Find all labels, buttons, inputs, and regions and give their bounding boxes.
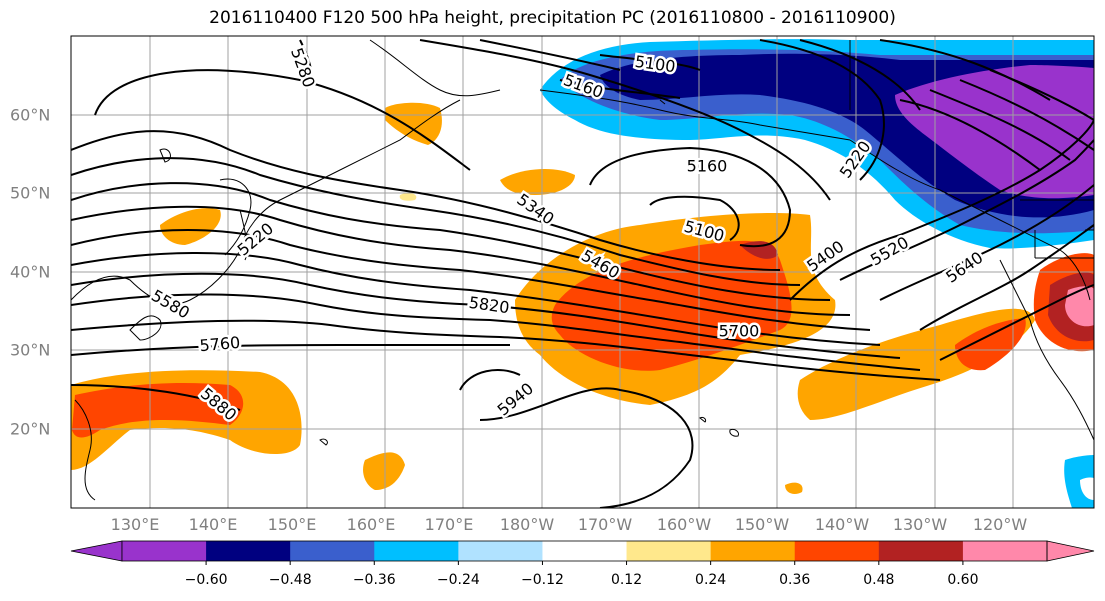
contour-label: 5820 bbox=[468, 293, 511, 317]
longitude-label: 120°W bbox=[972, 515, 1028, 534]
longitude-label: 180°W bbox=[499, 515, 555, 534]
map-frame bbox=[70, 35, 1095, 509]
colorbar bbox=[70, 540, 1095, 565]
colorbar-outline bbox=[121, 540, 1048, 562]
colorbar-tick-label: 0.24 bbox=[695, 572, 727, 588]
colorbar-tick-label: 0.48 bbox=[863, 572, 895, 588]
colorbar-tick-label: 0.60 bbox=[947, 572, 979, 588]
colorbar-arrow-left bbox=[70, 540, 123, 562]
colorbar-tick-label: 0.12 bbox=[610, 572, 643, 588]
longitude-label: 130°W bbox=[892, 515, 948, 534]
contour-label: 5280 bbox=[287, 45, 319, 90]
longitude-label: 140°W bbox=[814, 515, 870, 534]
colorbar-bin bbox=[206, 541, 291, 561]
latitude-label: 30°N bbox=[10, 340, 51, 360]
colorbar-bin bbox=[710, 541, 796, 561]
colorbar-bin bbox=[374, 541, 459, 561]
longitude-label: 160°E bbox=[346, 515, 396, 534]
longitude-label: 170°E bbox=[424, 515, 474, 534]
longitude-label: 160°W bbox=[656, 515, 712, 534]
map-title: 2016110400 F120 500 hPa height, precipit… bbox=[209, 8, 896, 28]
latitude-label: 50°N bbox=[10, 183, 51, 203]
colorbar-bin bbox=[122, 541, 207, 561]
height-contours bbox=[71, 39, 1094, 508]
precip-negative-shading bbox=[540, 39, 1094, 508]
contour-label: 5160 bbox=[687, 157, 728, 176]
colorbar-bin bbox=[290, 541, 375, 561]
colorbar-tick-label: −0.24 bbox=[436, 572, 480, 588]
colorbar-tick-label: 0.36 bbox=[779, 572, 811, 588]
latitude-label: 20°N bbox=[10, 419, 51, 439]
longitude-label: 150°W bbox=[734, 515, 790, 534]
latitude-label: 60°N bbox=[10, 105, 51, 125]
latitude-label: 40°N bbox=[10, 262, 51, 282]
colorbar-arrow-right bbox=[1046, 540, 1095, 562]
colorbar-bin bbox=[962, 541, 1048, 561]
colorbar-tick-label: −0.36 bbox=[352, 572, 396, 588]
colorbar-tick-label: −0.60 bbox=[184, 572, 228, 588]
colorbar-tick-label: −0.12 bbox=[521, 572, 564, 588]
longitude-label: 130°E bbox=[110, 515, 160, 534]
colorbar-bin bbox=[626, 541, 712, 561]
longitude-label: 140°E bbox=[188, 515, 238, 534]
colorbar-bin bbox=[878, 541, 964, 561]
contour-label: 5700 bbox=[719, 322, 760, 341]
colorbar-tick-label: −0.48 bbox=[268, 572, 312, 588]
longitude-label: 170°W bbox=[577, 515, 633, 534]
longitude-label: 150°E bbox=[267, 515, 317, 534]
contour-label: 5760 bbox=[199, 333, 241, 355]
colorbar-bin bbox=[458, 541, 543, 561]
contour-label: 5340 bbox=[513, 190, 557, 229]
map-plot-area bbox=[71, 36, 1094, 508]
colorbar-bin bbox=[542, 541, 628, 561]
colorbar-bin bbox=[794, 541, 880, 561]
